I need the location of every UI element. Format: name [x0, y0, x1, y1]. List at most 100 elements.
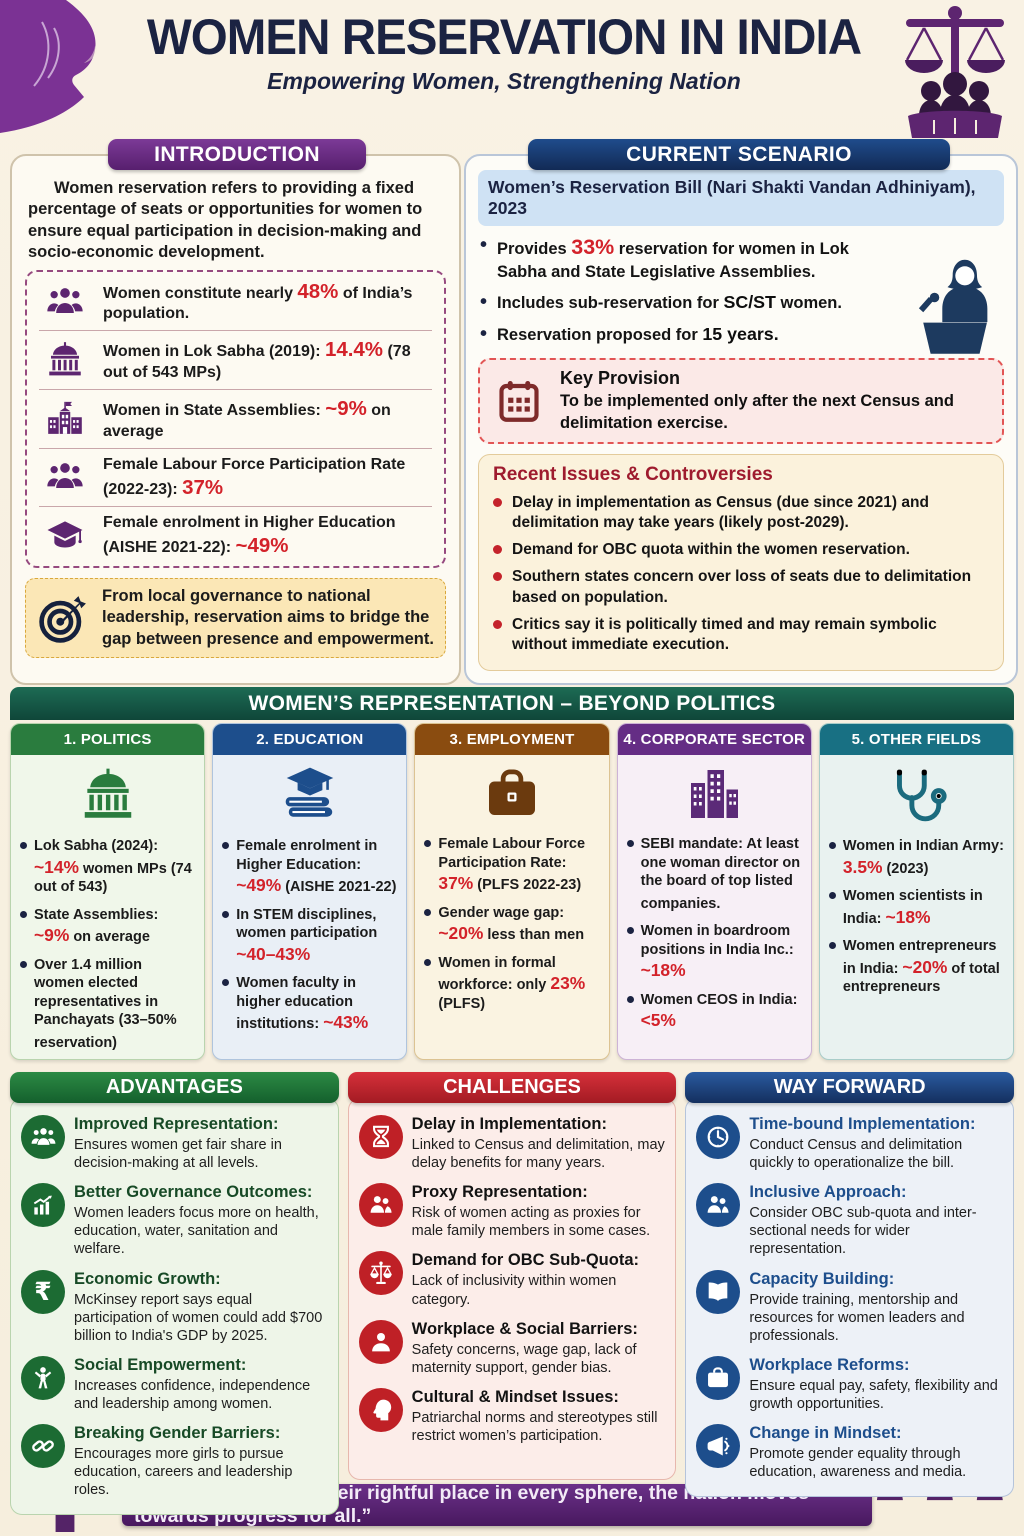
item-text: In STEM disciplines, women participation… [236, 906, 378, 964]
bullet-dot [20, 842, 27, 849]
bullet-dot [626, 840, 634, 847]
challenges-column: CHALLENGES Delay in Implementation: Linke… [347, 1072, 677, 1480]
item-text: Female enrolment in Higher Education: ~4… [236, 838, 397, 896]
challenge-item: Delay in Implementation: Linked to Census… [358, 1115, 666, 1172]
advantage-item: Improved Representation: Ensures women ge… [21, 1115, 328, 1172]
introduction-callout: From local governance to national leader… [25, 577, 446, 659]
bullet-dot [493, 572, 502, 582]
card-item: Women in formal workforce: only 23% (PLF… [424, 954, 599, 1014]
graduation-books-icon [213, 755, 406, 828]
item-texts: Workplace & Social Barriers: Safety conce… [411, 1319, 638, 1376]
item-texts: Economic Growth: McKinsey report says equ… [74, 1269, 323, 1344]
key-provision-title: Key Provision [560, 368, 681, 389]
bullet-dot [828, 942, 836, 950]
bullet-dot [424, 908, 432, 916]
bill-bullet: Provides 33% reservation for women in Lo… [478, 232, 896, 283]
card-education-items: Female enrolment in Higher Education: ~4… [213, 828, 406, 1043]
justice-scales-audience-icon [894, 4, 1016, 138]
bullet-dot [626, 995, 634, 1003]
people-group-icon [39, 282, 91, 322]
key-provision-texts: Key Provision To be implemented only aft… [560, 368, 988, 434]
bottom-columns: ADVANTAGES Improved Representation: Ensur… [10, 1072, 1015, 1516]
parliament-dome-icon [11, 755, 204, 828]
issue-text: Demand for OBC quota within the women re… [512, 541, 910, 559]
card-item: Women scientists in India: ~18% [828, 887, 1004, 928]
item-texts: Breaking Gender Barriers: Encourages more… [74, 1424, 293, 1499]
issue-text: Delay in implementation as Census (due s… [512, 494, 929, 532]
card-item: Women in Indian Army: 3.5% (2023) [828, 837, 1004, 878]
current-scenario-section: Women’s Reservation Bill (Nari Shakti Va… [464, 154, 1018, 685]
hourglass-icon [358, 1115, 403, 1159]
bullet-dot [222, 979, 230, 987]
bullet-dot [493, 545, 502, 555]
recent-issues-box: Recent Issues & Controversies Delay in i… [478, 454, 1004, 672]
card-other-fields-title: 5. OTHER FIELDS [819, 724, 1014, 755]
issue-item: Demand for OBC quota within the women re… [493, 540, 989, 560]
challenges-heading: CHALLENGES [347, 1072, 677, 1103]
challenge-item: Workplace & Social Barriers: Safety conce… [358, 1319, 666, 1377]
item-text: Lok Sabha (2024): ~14% women MPs (74 out… [34, 838, 192, 896]
megaphone-icon [696, 1424, 741, 1469]
stat-row-lok-sabha: Women in Lok Sabha (2019): 14.4% (78 out… [39, 331, 432, 390]
card-employment: 3. EMPLOYMENT Female Labour Force Partic… [414, 723, 610, 1060]
item-texts: Inclusive Approach: Consider OBC sub-quot… [749, 1183, 977, 1258]
bill-bullet: Reservation proposed for 15 years. [478, 321, 896, 347]
card-item: Female enrolment in Higher Education: ~4… [222, 837, 397, 897]
stat-text: Female Labour Force Participation Rate (… [103, 455, 406, 499]
item-texts: Better Governance Outcomes: Women leaders… [74, 1183, 319, 1258]
introduction-stats-box: Women constitute nearly 48% of India’s p… [25, 269, 446, 568]
stethoscope-icon [820, 755, 1013, 828]
way-forward-item: Inclusive Approach: Consider OBC sub-quot… [696, 1183, 1003, 1258]
card-other-fields-items: Women in Indian Army: 3.5% (2023) Women … [820, 828, 1013, 1006]
issue-text: Critics say it is politically timed and … [512, 615, 937, 653]
item-text: Women CEOS in India: <5% [640, 991, 798, 1031]
bill-title-banner: Women’s Reservation Bill (Nari Shakti Va… [478, 170, 1004, 226]
key-provision-text: To be implemented only after the next Ce… [560, 392, 954, 432]
graduation-cap-icon [39, 516, 91, 556]
introduction-paragraph: Women reservation refers to providing a … [28, 179, 423, 262]
advantages-body: Improved Representation: Ensures women ge… [10, 1098, 339, 1516]
advantage-item: Better Governance Outcomes: Women leaders… [21, 1183, 328, 1258]
item-texts: Delay in Implementation: Linked to Census… [411, 1115, 665, 1172]
item-text: Women in Indian Army: 3.5% (2023) [842, 838, 1004, 877]
rupee-icon: ₹ [21, 1269, 65, 1314]
advantages-column: ADVANTAGES Improved Representation: Ensur… [10, 1072, 339, 1516]
office-buildings-icon [618, 755, 811, 826]
bill-bullet-list: Provides 33% reservation for women in Lo… [478, 232, 896, 347]
parliament-icon [39, 339, 91, 381]
way-forward-item: Change in Mindset: Promote gender equalit… [696, 1424, 1003, 1481]
stat-row-state-assemblies: Women in State Assemblies: ~9% on averag… [39, 390, 432, 449]
representation-band-heading: WOMEN’S REPRESENTATION – BEYOND POLITICS [10, 687, 1014, 720]
way-forward-item: Workplace Reforms: Ensure equal pay, safe… [696, 1355, 1003, 1413]
card-politics-title: 1. POLITICS [11, 724, 205, 755]
card-item: In STEM disciplines, women participation… [222, 906, 397, 966]
card-other-fields: 5. OTHER FIELDS Women in Indian Army: 3.… [818, 723, 1015, 1060]
recent-issues-title: Recent Issues & Controversies [493, 464, 773, 486]
item-texts: Time-bound Implementation: Conduct Census… [749, 1115, 976, 1172]
card-item: Lok Sabha (2024): ~14% women MPs (74 out… [20, 837, 195, 897]
item-texts: Social Empowerment: Increases confidence,… [74, 1355, 311, 1412]
issue-text: Southern states concern over loss of sea… [512, 568, 972, 606]
item-text: Women entrepreneurs in India: ~20% of to… [842, 938, 1000, 996]
card-item: State Assemblies: ~9% on average [20, 906, 195, 947]
challenge-item: Cultural & Mindset Issues: Patriarchal no… [358, 1387, 666, 1445]
way-forward-item: Capacity Building: Provide training, ment… [696, 1269, 1003, 1345]
callout-text: From local governance to national leader… [102, 586, 434, 648]
workforce-group-icon [39, 457, 91, 497]
header: WOMEN RESERVATION IN INDIA Empowering Wo… [120, 10, 888, 95]
card-item: Women faculty in higher education instit… [222, 974, 397, 1034]
open-book-icon [696, 1269, 741, 1314]
card-politics: 1. POLITICS Lok Sabha (2024): ~14% women… [10, 723, 206, 1060]
team-icon [21, 1115, 65, 1159]
stat-text: Women constitute nearly 48% of India’s p… [103, 279, 413, 323]
challenge-item: Demand for OBC Sub-Quota: Lack of inclusi… [358, 1251, 666, 1308]
way-forward-item: Time-bound Implementation: Conduct Census… [696, 1115, 1003, 1172]
proxy-people-icon [358, 1183, 403, 1228]
card-politics-items: Lok Sabha (2024): ~14% women MPs (74 out… [11, 828, 204, 1059]
stat-row-higher-education: Female enrolment in Higher Education (AI… [39, 507, 432, 565]
bullet-dot [828, 842, 836, 849]
item-text: Gender wage gap: ~20% less than men [438, 904, 585, 944]
card-item: SEBI mandate: At least one woman directo… [626, 835, 802, 913]
item-text: SEBI mandate: At least one woman directo… [640, 836, 801, 912]
item-text: Women in formal workforce: only 23% (PLF… [438, 954, 586, 1012]
